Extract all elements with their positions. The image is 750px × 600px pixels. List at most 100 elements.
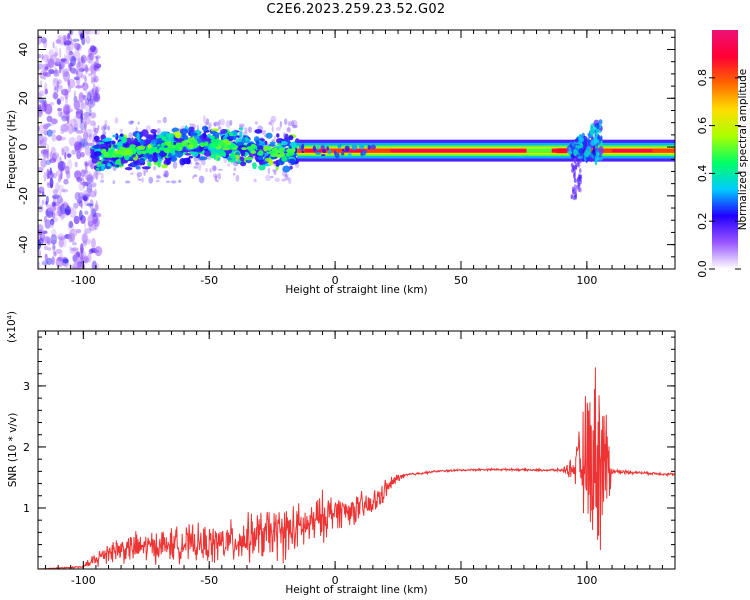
halo-blob (229, 119, 233, 126)
halo-blob (107, 125, 110, 131)
broadband-core (158, 146, 165, 151)
noise-blob (43, 215, 48, 223)
noise-blob (86, 92, 92, 102)
noise-blob (91, 263, 97, 269)
noise-blob (38, 106, 43, 118)
colorbar-tick-label: 0.6 (696, 117, 709, 135)
noise-blob (94, 188, 97, 197)
noise-blob (86, 53, 94, 64)
broadband-blob (101, 164, 105, 172)
broadband-blob (92, 144, 101, 150)
broadband-core (219, 142, 226, 148)
broadband-blob (108, 163, 112, 167)
halo-blob (217, 168, 223, 171)
broadband-blob (171, 150, 176, 156)
noise-blob (71, 241, 77, 246)
broadband-core (222, 147, 230, 151)
burst-tail (576, 178, 579, 184)
noise-blob (68, 84, 72, 93)
broadband-blob (207, 133, 212, 138)
noise-blob (57, 107, 62, 112)
burst-blob (573, 148, 578, 157)
noise-blob (49, 167, 52, 176)
noise-blob (57, 236, 66, 241)
noise-blob (38, 237, 44, 245)
x-tick-label: -50 (200, 574, 218, 587)
noise-blob (69, 246, 72, 251)
noise-blob (46, 257, 53, 265)
colorbar-tick-label: 0.4 (696, 165, 709, 183)
halo-blob (112, 180, 116, 185)
broadband-core (190, 138, 198, 145)
broadband-blob (252, 162, 257, 170)
halo-blob (100, 179, 105, 183)
broadband-blob (210, 150, 216, 154)
noise-blob (43, 72, 52, 78)
noise-blob (71, 126, 75, 133)
broadband-blob (119, 133, 124, 137)
noise-blob (57, 109, 63, 118)
noise-blob (58, 238, 64, 248)
noise-blob (55, 249, 63, 254)
noise-blob (88, 52, 95, 61)
noise-blob (60, 128, 65, 134)
halo-blob (270, 115, 277, 123)
broadband-core (181, 140, 188, 145)
burst-blob (590, 139, 596, 146)
broadband-blob (232, 155, 236, 163)
noise-blob (81, 102, 86, 110)
colorbar-label: Normalized spectral amplitude (737, 69, 749, 230)
halo-blob (138, 178, 142, 181)
spectrogram-ticks: -100 -50 0 50 100 -40 -20 0 20 40 (17, 30, 676, 287)
burst-tail (573, 173, 576, 179)
halo-blob (254, 121, 258, 125)
halo-blob (253, 178, 257, 183)
noise-blob (81, 255, 90, 263)
broadband-core (166, 141, 171, 146)
spectrogram-xlabel: Height of straight line (km) (285, 284, 427, 296)
noise-blob (86, 142, 95, 146)
noise-blob (83, 189, 92, 197)
noise-blob (93, 78, 98, 83)
noise-blob (75, 85, 83, 89)
broadband-core (213, 138, 219, 143)
broadband-blob (248, 153, 256, 157)
noise-blob (89, 45, 96, 53)
broadband-blob (152, 155, 158, 163)
broadband-blob (241, 136, 246, 144)
halo-blob (227, 163, 231, 167)
noise-blob (43, 53, 49, 61)
halo-blob (233, 167, 237, 172)
halo-blob (239, 125, 243, 128)
noise-blob (73, 124, 79, 130)
noise-blob (38, 98, 45, 104)
noise-blob (53, 252, 57, 257)
colorbar-ticks: 0.0 0.2 0.4 0.6 0.8 (696, 69, 741, 278)
noise-blob (38, 112, 43, 116)
noise-blob (66, 33, 71, 40)
noise-blob (63, 162, 67, 169)
broadband-blob (204, 150, 212, 157)
noise-blob (95, 55, 98, 60)
noise-blob (40, 158, 47, 168)
noise-blob (88, 73, 93, 77)
burst-tail (579, 168, 582, 174)
halo-blob (217, 126, 222, 130)
noise-blob (46, 58, 50, 67)
noise-blob (90, 190, 96, 198)
noise-blob (84, 30, 90, 35)
halo-blob (235, 174, 240, 182)
broadband-blob (282, 165, 291, 173)
broadband-core (139, 150, 148, 154)
noise-blob (95, 55, 101, 59)
burst-blob (579, 143, 584, 148)
halo-blob (198, 175, 205, 184)
broadband-blob (150, 139, 158, 145)
colorbar-tick-label: 0.8 (696, 69, 709, 87)
noise-blob (88, 133, 92, 141)
broadband-core (188, 143, 194, 149)
noise-blob (86, 203, 94, 207)
carrier-speckle (334, 152, 340, 159)
noise-blob (59, 47, 62, 59)
